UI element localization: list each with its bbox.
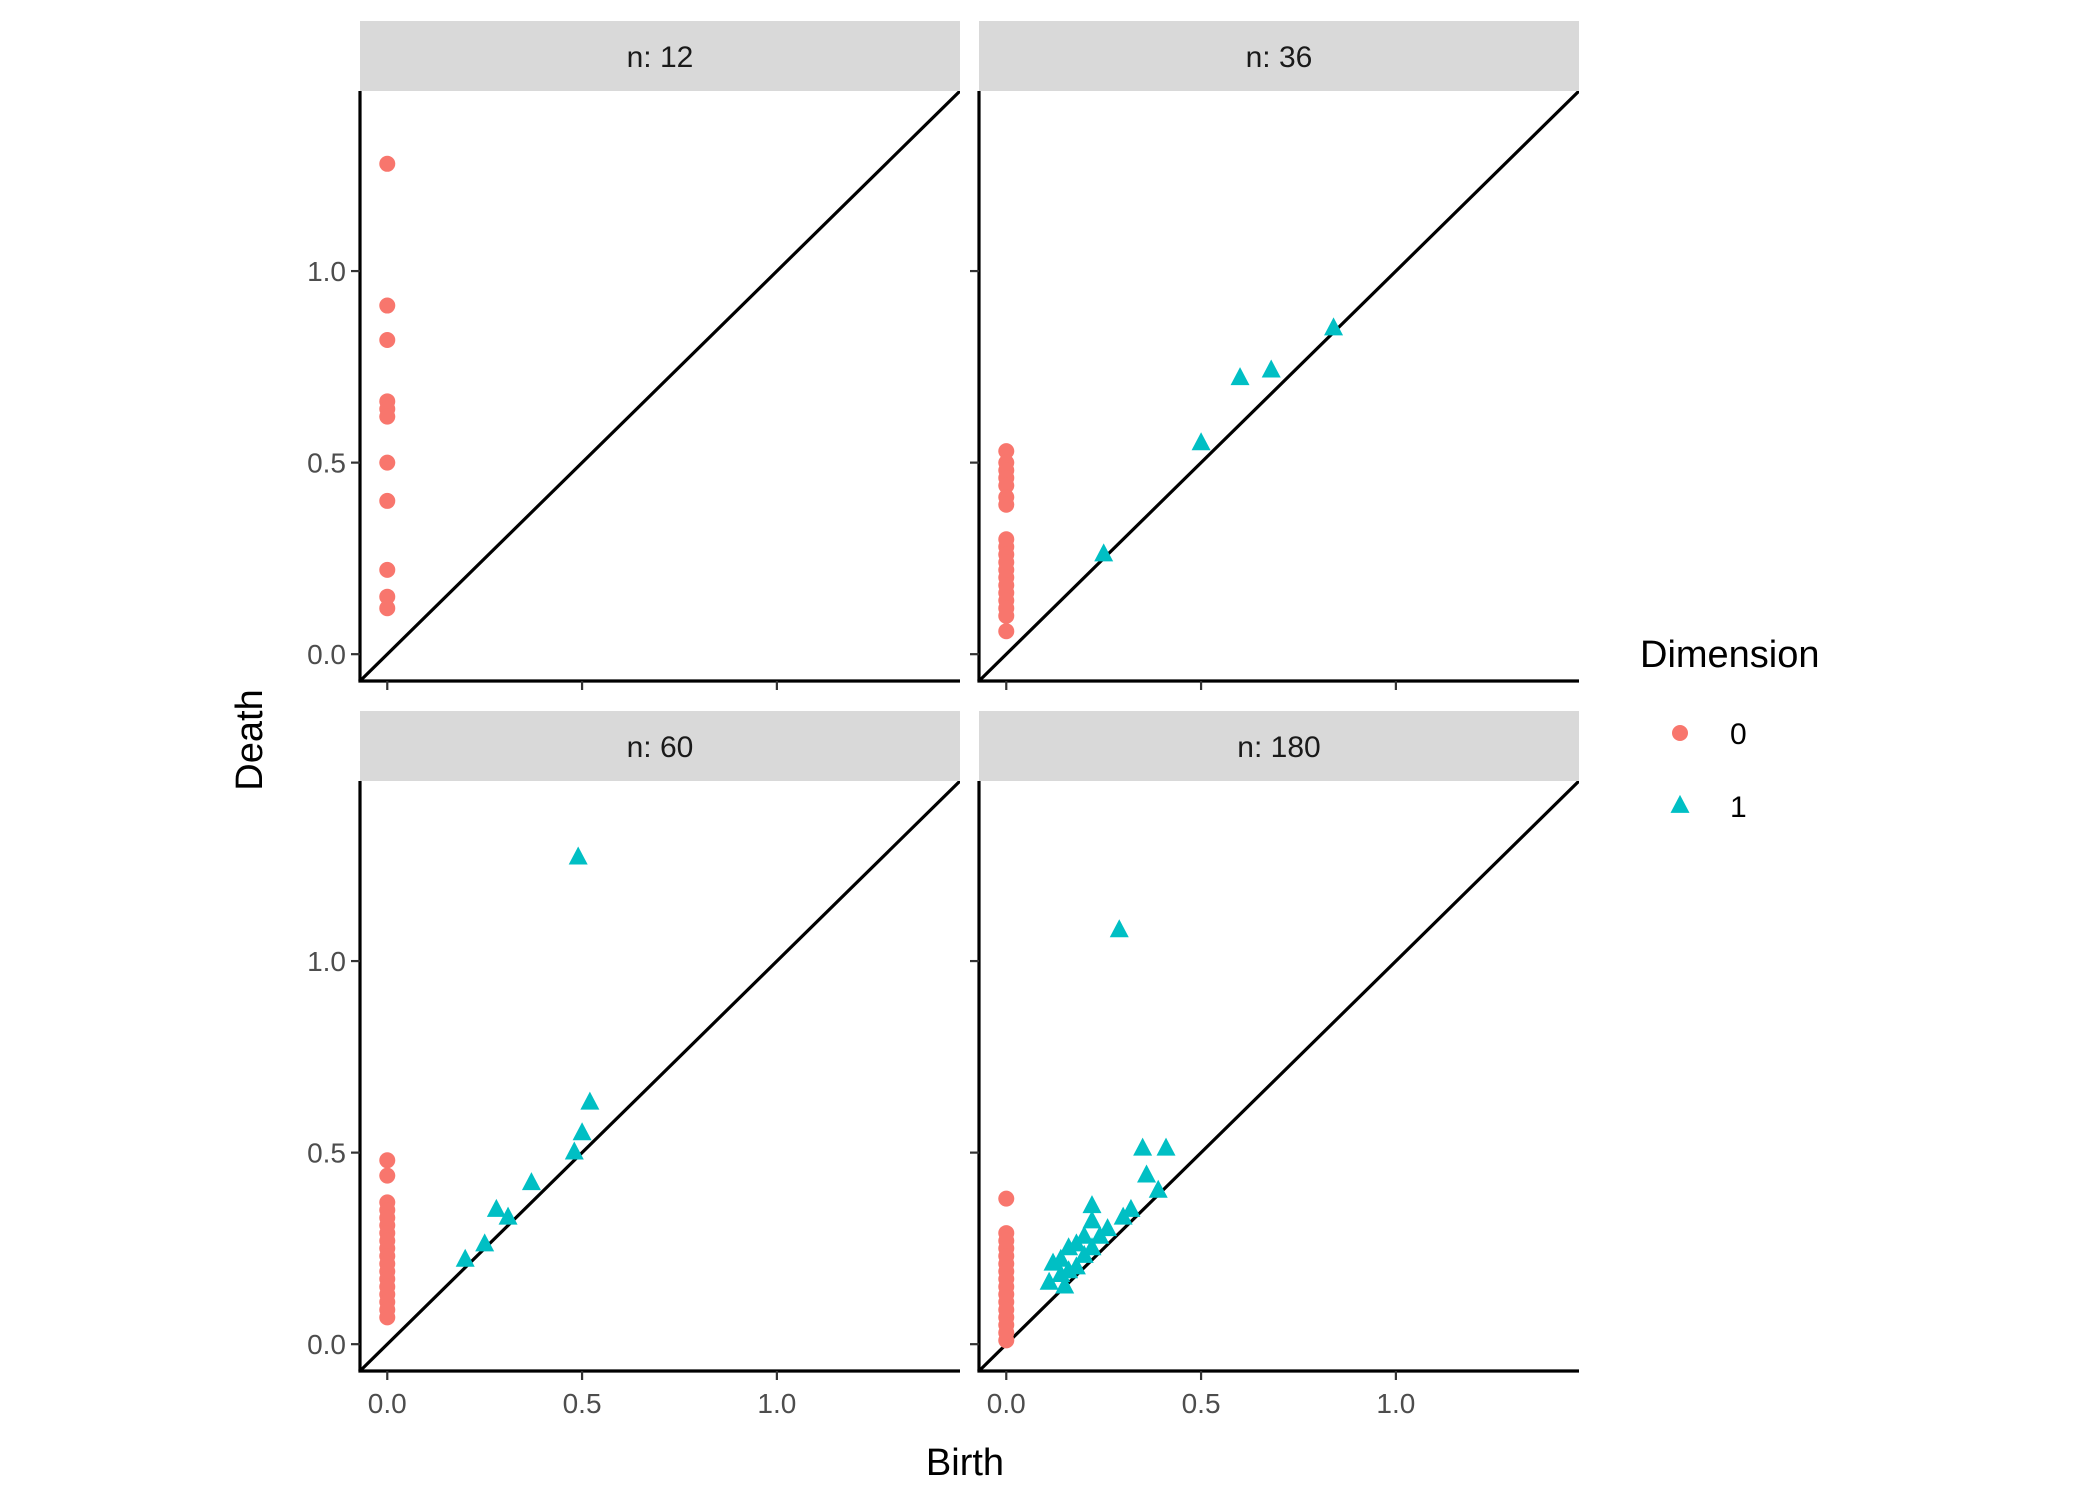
point-dim1 [1133, 1137, 1153, 1156]
point-dim0 [379, 1309, 396, 1326]
point-dim1 [1109, 919, 1129, 938]
y-tick-label: 0.0 [307, 639, 346, 670]
legend: Dimension 01 [1640, 634, 1820, 824]
point-dim1 [1137, 1164, 1157, 1183]
y-tick-label: 0.5 [307, 448, 346, 479]
point-dim1 [1230, 367, 1250, 386]
panel-strip [360, 21, 960, 91]
y-tick-label: 1.0 [307, 256, 346, 287]
panel-4: n: 180 0.0 0.5 1.0 [970, 711, 1579, 1419]
legend-key-dim0 [1672, 725, 1688, 741]
y-tick-label: 1.0 [307, 946, 346, 977]
point-dim0 [379, 408, 396, 425]
point-dim0 [998, 443, 1015, 460]
point-dim1 [521, 1172, 541, 1191]
point-dim1 [455, 1248, 475, 1267]
legend-label: 1 [1730, 791, 1747, 824]
panel-3: n: 60 0.0 0.5 1.0 0.0 0.5 1.0 [307, 711, 960, 1419]
panel-1: n: 12 0.0 0.5 1.0 [307, 21, 960, 690]
point-dim0 [379, 454, 396, 471]
panel-strip-label: n: 36 [1246, 41, 1313, 74]
x-tick-label: 0.5 [1182, 1388, 1221, 1419]
y-tick-label: 0.0 [307, 1329, 346, 1360]
panel-2: n: 36 [970, 21, 1579, 690]
legend-label: 0 [1730, 718, 1747, 751]
point-dim0 [998, 1190, 1015, 1207]
panel-strip-label: n: 180 [1237, 731, 1320, 764]
point-dim0 [379, 297, 396, 314]
point-dim1 [1094, 543, 1114, 562]
point-dim1 [1074, 1244, 1094, 1263]
point-dim1 [580, 1091, 600, 1110]
y-axis-title: Death [229, 689, 271, 790]
point-dim1 [1090, 1225, 1110, 1244]
point-dim1 [1156, 1137, 1176, 1156]
point-dim1 [486, 1198, 506, 1217]
point-dim0 [379, 1167, 396, 1184]
legend-title: Dimension [1640, 634, 1820, 676]
panel-strip [979, 21, 1579, 91]
x-tick-label: 1.0 [1376, 1388, 1415, 1419]
point-dim0 [379, 155, 396, 172]
point-dim1 [1055, 1275, 1075, 1294]
point-dim1 [1261, 359, 1281, 378]
y-tick-label: 0.5 [307, 1138, 346, 1169]
point-dim0 [379, 600, 396, 617]
point-dim0 [998, 607, 1015, 624]
point-dim0 [379, 588, 396, 605]
panel-strip-label: n: 12 [627, 41, 694, 74]
point-dim1 [1324, 317, 1344, 336]
point-dim0 [998, 623, 1015, 640]
point-dim1 [1082, 1210, 1102, 1229]
point-dim1 [564, 1141, 584, 1160]
point-dim0 [379, 492, 396, 509]
panel-strip [979, 711, 1579, 781]
point-dim1 [1059, 1237, 1079, 1256]
x-tick-label: 1.0 [757, 1388, 796, 1419]
point-dim0 [998, 496, 1015, 513]
diagonal-line [360, 91, 960, 681]
point-dim1 [1113, 1206, 1133, 1225]
panels-layer: n: 12 0.0 0.5 1.0 n: 36 n: 60 0.0 0.5 1.0 0.0 0.5 1… [307, 21, 1579, 1419]
point-dim1 [475, 1233, 495, 1252]
point-dim1 [1043, 1252, 1063, 1271]
point-dim0 [379, 1152, 396, 1169]
x-tick-label: 0.5 [563, 1388, 602, 1419]
panel-strip [360, 711, 960, 781]
x-tick-label: 0.0 [987, 1388, 1026, 1419]
diagonal-line [360, 781, 960, 1371]
point-dim1 [1191, 432, 1211, 451]
point-dim1 [1039, 1271, 1059, 1290]
x-tick-label: 0.0 [368, 1388, 407, 1419]
point-dim0 [998, 1332, 1015, 1349]
diagonal-line [979, 781, 1579, 1371]
point-dim0 [379, 332, 396, 349]
point-dim1 [498, 1206, 518, 1225]
legend-entries: 01 [1670, 718, 1747, 824]
panel-strip-label: n: 60 [627, 731, 694, 764]
diagonal-line [979, 91, 1579, 681]
x-axis-title: Birth [926, 1442, 1004, 1484]
point-dim0 [379, 561, 396, 578]
point-dim1 [572, 1122, 592, 1141]
point-dim0 [998, 477, 1015, 494]
legend-key-dim1 [1670, 794, 1690, 813]
point-dim1 [568, 846, 588, 865]
point-dim1 [1148, 1179, 1168, 1198]
point-dim1 [1082, 1195, 1102, 1214]
